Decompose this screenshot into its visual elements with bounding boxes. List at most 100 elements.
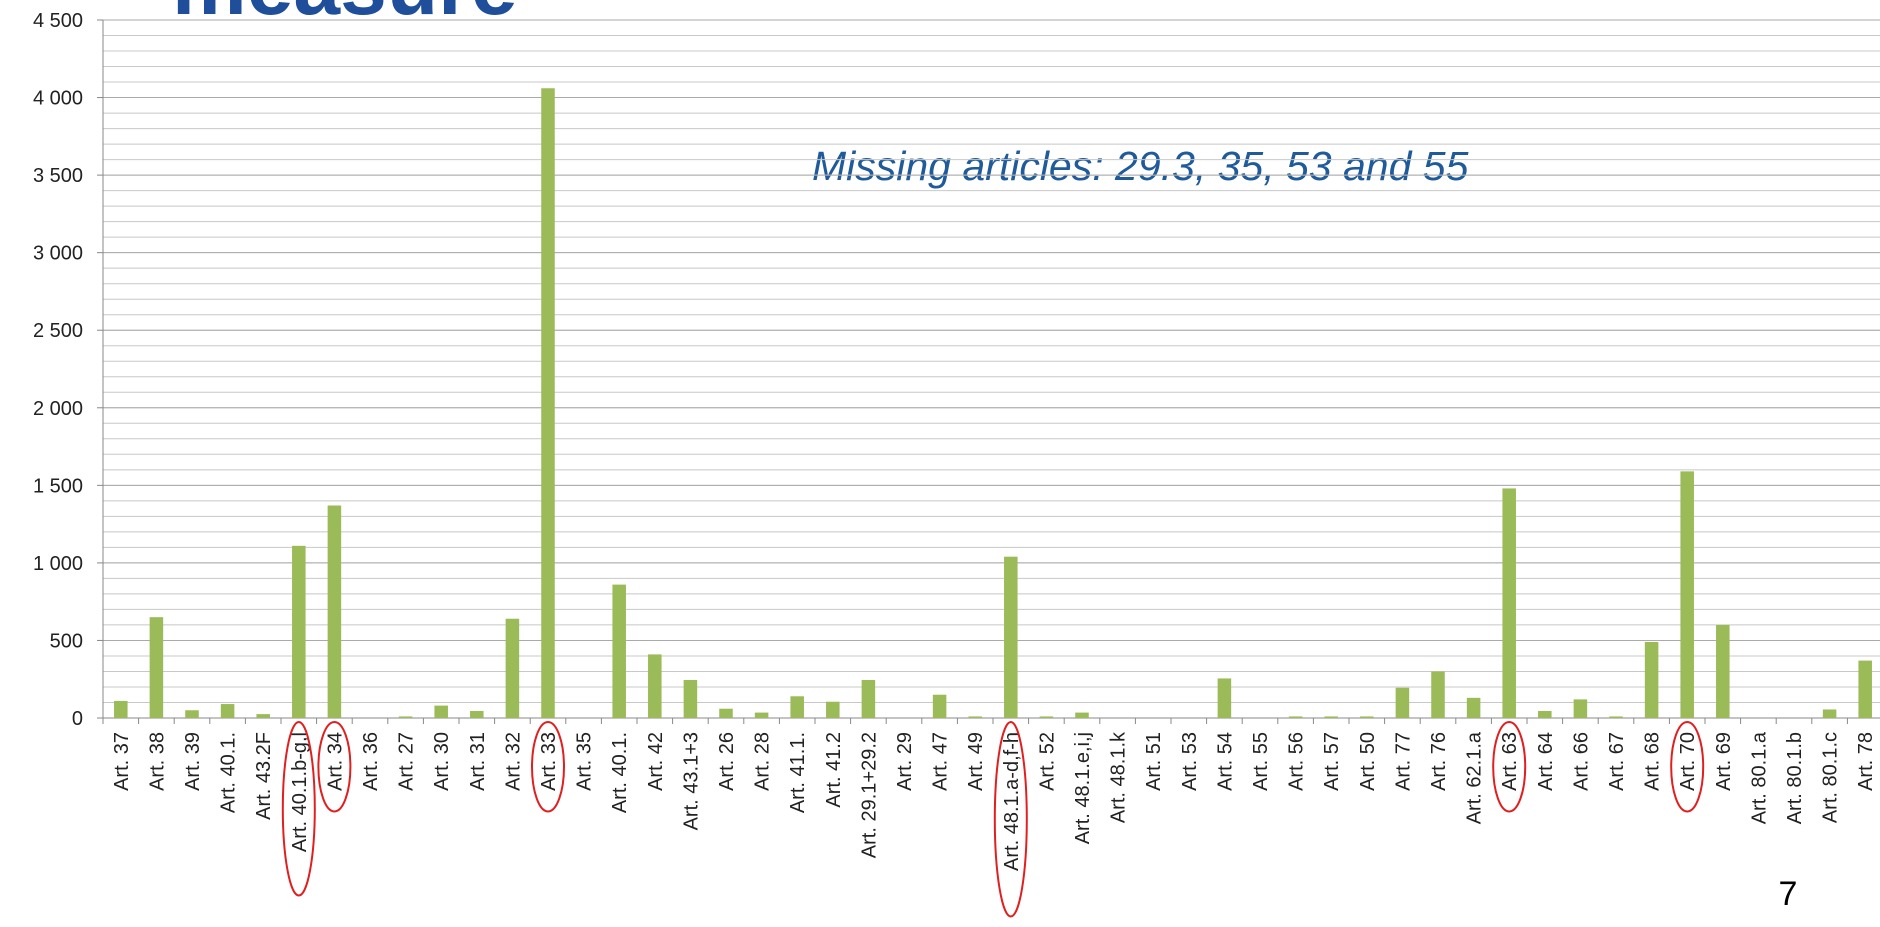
bar <box>1395 687 1410 718</box>
x-tick-label: Art. 40.1. <box>218 732 240 813</box>
x-tick-label: Art. 33 <box>538 732 560 791</box>
x-tick-label: Art. 52 <box>1036 732 1058 791</box>
page-number: 7 <box>1779 875 1798 913</box>
x-tick-label: Art. 41.2 <box>823 732 845 808</box>
y-tick-label: 1 000 <box>33 553 83 575</box>
y-tick-label: 2 500 <box>33 320 83 342</box>
bar <box>149 617 164 718</box>
highlight-ellipse <box>1492 721 1527 813</box>
x-tick-label: Art. 48.1.a-d,f-h <box>1001 732 1023 871</box>
bar <box>1039 716 1054 718</box>
x-tick-label: Art. 63 <box>1499 732 1521 791</box>
bar <box>470 711 484 718</box>
bar <box>256 714 270 718</box>
bar <box>327 505 342 718</box>
x-tick-label: Art. 48.1.e,i,j <box>1072 732 1094 844</box>
x-tick-label: Art. 38 <box>146 732 168 791</box>
y-tick-label: 2 000 <box>33 398 83 420</box>
bar <box>114 700 128 718</box>
x-tick-label: Art. 53 <box>1179 732 1201 791</box>
x-tick-label: Art. 78 <box>1855 732 1877 791</box>
x-tick-label: Art. 66 <box>1570 732 1592 791</box>
x-tick-label: Art. 40.1.b-g,l <box>289 732 311 852</box>
x-tick-label: Art. 48.1.k <box>1108 731 1130 823</box>
x-tick-label: Art. 37 <box>111 732 133 791</box>
bar <box>861 679 876 718</box>
bar <box>434 705 448 718</box>
bar <box>648 654 662 718</box>
x-tick-label: Art. 35 <box>574 732 596 791</box>
x-tick-label: Art. 29.1+29.2 <box>858 732 880 858</box>
x-tick-label: Art. 68 <box>1642 732 1664 791</box>
x-tick-label: Art. 40.1. <box>609 732 631 813</box>
bar <box>612 584 626 718</box>
bar <box>1716 624 1730 718</box>
x-tick-label: Art. 56 <box>1286 732 1308 791</box>
y-tick-label: 500 <box>50 630 83 652</box>
x-tick-label: Art. 54 <box>1214 732 1236 791</box>
x-tick-label: Art. 26 <box>716 732 738 791</box>
x-tick-label: Art. 36 <box>360 732 382 791</box>
bar <box>1288 716 1303 718</box>
bar <box>1075 712 1089 718</box>
bar <box>1431 671 1445 718</box>
x-tick-label: Art. 55 <box>1250 732 1272 791</box>
x-tick-label: Art. 29 <box>894 732 916 791</box>
x-tick-label: Art. 76 <box>1428 732 1450 791</box>
bar <box>754 712 769 718</box>
x-tick-label: Art. 80.1.b <box>1784 732 1806 824</box>
highlight-ellipse <box>993 721 1028 918</box>
x-tick-label: Art. 32 <box>502 732 524 791</box>
x-tick-label: Art. 70 <box>1677 732 1699 791</box>
x-tick-label: Art. 77 <box>1392 732 1414 791</box>
bar <box>1680 471 1694 718</box>
bar <box>1217 678 1232 718</box>
x-tick-label: Art. 62.1.a <box>1464 731 1486 824</box>
bar <box>505 618 520 718</box>
bar <box>541 88 555 718</box>
highlight-ellipse <box>1670 721 1705 813</box>
y-tick-label: 0 <box>72 708 83 730</box>
x-tick-label: Art. 64 <box>1535 732 1557 791</box>
bar <box>932 694 947 718</box>
bar <box>1004 556 1018 718</box>
x-tick-label: Art. 42 <box>645 732 667 791</box>
y-tick-label: 1 500 <box>33 475 83 497</box>
x-tick-label: Art. 50 <box>1357 732 1379 791</box>
x-tick-label: Art. 30 <box>431 732 453 791</box>
bar <box>220 704 235 718</box>
x-tick-label: Art. 47 <box>930 732 952 791</box>
bar <box>1538 711 1552 718</box>
x-tick-label: Art. 27 <box>396 732 418 791</box>
x-tick-label: Art. 28 <box>752 732 774 791</box>
bar <box>1644 641 1659 718</box>
x-tick-label: Art. 51 <box>1143 732 1165 791</box>
bar <box>1502 488 1516 718</box>
bar <box>826 701 840 718</box>
x-tick-label: Art. 49 <box>965 732 987 791</box>
bar <box>1822 709 1837 718</box>
x-tick-label: Art. 31 <box>467 732 489 791</box>
x-tick-label: Art. 80.1.a <box>1748 731 1770 824</box>
y-tick-label: 3 500 <box>33 165 83 187</box>
bar <box>1573 699 1588 718</box>
bar <box>1858 660 1872 718</box>
x-tick-label: Art. 39 <box>182 732 204 791</box>
bar <box>398 716 413 718</box>
bar <box>1609 716 1623 718</box>
x-tick-label: Art. 43.1+3 <box>680 732 702 830</box>
bar <box>185 710 199 718</box>
y-tick-label: 3 000 <box>33 243 83 265</box>
x-tick-label: Art. 43.2F <box>253 732 275 820</box>
x-tick-label: Art. 80.1.c <box>1820 732 1842 823</box>
highlight-ellipse <box>531 721 565 813</box>
y-tick-label: 4 000 <box>33 88 83 110</box>
y-tick-label: 4 500 <box>33 10 83 32</box>
bar <box>292 545 306 718</box>
highlight-ellipse <box>281 721 316 897</box>
x-tick-label: Art. 67 <box>1606 732 1628 791</box>
highlight-ellipse <box>317 721 352 813</box>
x-tick-label: Art. 41.1. <box>787 732 809 813</box>
